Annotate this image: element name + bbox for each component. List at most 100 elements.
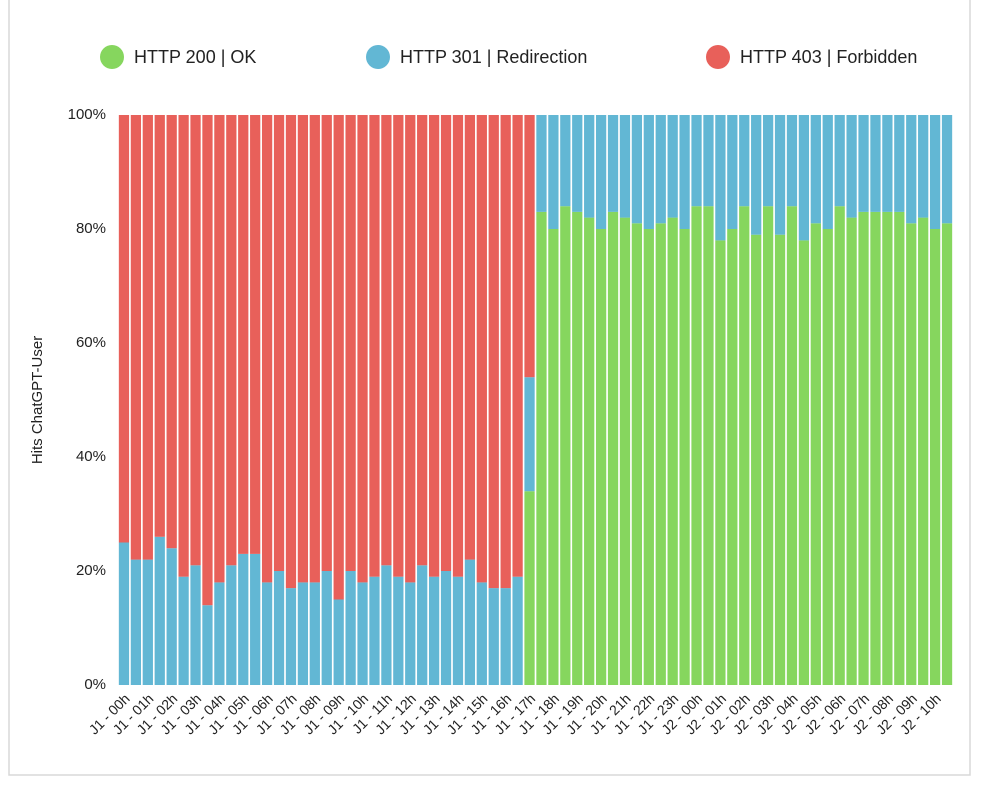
bar-segment [297, 115, 309, 583]
bar-segment [798, 240, 810, 685]
bar-segment [762, 206, 774, 685]
bar-segment [822, 115, 833, 229]
bar-segment [250, 553, 261, 685]
bar-segment [261, 115, 273, 583]
bar-segment [405, 582, 416, 685]
bar-segment [691, 115, 702, 207]
y-tick-label: 20% [76, 562, 106, 579]
bar-segment [452, 576, 464, 685]
bar-segment [512, 115, 523, 577]
bar-segment [643, 229, 654, 685]
bar-segment [488, 588, 499, 685]
bar-segment [595, 229, 607, 685]
bar-segment [858, 115, 869, 212]
bar-segment [929, 229, 941, 685]
bar-segment [428, 115, 440, 577]
bar-segment [846, 115, 857, 218]
bar-segment [214, 582, 225, 685]
bar-segment [667, 217, 678, 685]
bar-segment [703, 115, 714, 207]
bar-segment [619, 115, 631, 218]
bar-segment [762, 115, 774, 207]
bar-segment [321, 115, 332, 571]
bar-segment [500, 115, 511, 589]
bar-segment [130, 115, 142, 560]
bar-segment [655, 115, 666, 224]
bar-segment [834, 115, 845, 207]
bar-segment [858, 211, 869, 685]
bar-segment [941, 223, 953, 686]
bar-segment [464, 559, 476, 685]
bar-segment [536, 115, 547, 212]
bar-segment [369, 576, 380, 685]
bar-segment [894, 115, 905, 212]
bar-segment [607, 115, 619, 212]
bar-segment [333, 115, 344, 600]
bar-segment [774, 234, 786, 685]
bar-segment [381, 565, 392, 685]
bar-segment [918, 115, 929, 218]
bar-segment [882, 211, 893, 685]
bar-segment [715, 240, 726, 685]
bar-segment [202, 605, 213, 685]
legend-label: HTTP 301 | Redirection [400, 47, 587, 67]
bar-segment [524, 491, 535, 685]
bar-segment [631, 115, 643, 224]
y-tick-label: 100% [68, 106, 106, 123]
bar-segment [595, 115, 607, 229]
bar-segment [846, 217, 857, 685]
bar-segment [834, 206, 845, 685]
bar-segment [440, 115, 452, 571]
bar-segment [786, 206, 798, 685]
bar-segment [607, 211, 619, 685]
bar-segment [500, 588, 511, 685]
bar-segment [572, 211, 583, 685]
bar-segment [345, 115, 356, 571]
bar-segment [512, 576, 523, 685]
y-tick-label: 40% [76, 448, 106, 465]
bar-segment [417, 115, 428, 566]
bar-segment [297, 582, 309, 685]
bar-segment [739, 206, 750, 685]
bar-segment [214, 115, 225, 583]
y-tick-label: 0% [84, 676, 106, 693]
legend-label: HTTP 403 | Forbidden [740, 47, 917, 67]
bar-segment [285, 588, 297, 685]
legend-label: HTTP 200 | OK [134, 47, 256, 67]
bar-segment [178, 576, 189, 685]
bar-segment [929, 115, 941, 229]
legend-marker [366, 45, 390, 69]
bar-segment [631, 223, 643, 686]
bar-segment [667, 115, 678, 218]
bar-segment [906, 223, 917, 686]
bar-segment [476, 582, 487, 685]
bar-segment [309, 582, 320, 685]
bar-segment [774, 115, 786, 235]
bar-segment [393, 115, 404, 577]
bar-segment [727, 229, 738, 685]
bar-segment [154, 115, 165, 537]
bar-segment [190, 565, 201, 685]
bar-segment [572, 115, 583, 212]
bar-segment [524, 115, 535, 378]
bar-segment [142, 559, 153, 685]
bar-segment [345, 571, 356, 685]
bar-segment [142, 115, 153, 560]
bar-segment [727, 115, 738, 229]
bar-segment [751, 115, 762, 235]
bar-segment [118, 115, 130, 543]
bar-segment [309, 115, 320, 583]
bar-segment [548, 115, 559, 229]
bar-segment [560, 115, 571, 207]
bar-segment [166, 115, 177, 549]
bar-segment [333, 599, 344, 685]
bar-segment [822, 229, 833, 685]
bar-segment [941, 115, 953, 224]
bar-segment [273, 115, 285, 571]
bar-segment [261, 582, 273, 685]
y-tick-label: 80% [76, 220, 106, 237]
bar-segment [679, 229, 690, 685]
bar-segment [405, 115, 416, 583]
bar-segment [882, 115, 893, 212]
